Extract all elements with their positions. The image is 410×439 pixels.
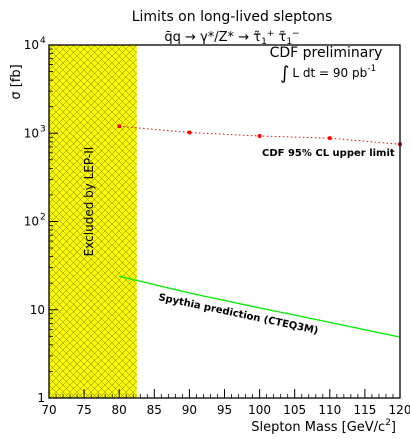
subtitle-sub1: 1 xyxy=(261,37,267,47)
x-axis-title: Slepton Mass [GeV/c2] xyxy=(251,418,396,435)
x-tick-label: 105 xyxy=(283,403,306,417)
excluded-region: Excluded by LEP-II xyxy=(49,45,137,398)
x-tick-label: 120 xyxy=(389,403,410,417)
luminosity-sup: -1 xyxy=(367,64,376,74)
y-tick-label-exponent: 2 xyxy=(40,213,46,223)
subtitle-mid: γ*/Z* xyxy=(200,30,234,45)
x-tick-label: 75 xyxy=(76,403,91,417)
x-axis-title-sup: 2 xyxy=(385,418,391,428)
excluded-region-hatch xyxy=(49,45,137,398)
x-tick-label: 90 xyxy=(182,403,197,417)
subtitle-sup-minus: − xyxy=(292,29,300,39)
y-tick-label: 1 xyxy=(37,391,45,405)
subtitle-sub2: 1 xyxy=(286,37,292,47)
x-tick-label: 110 xyxy=(318,403,341,417)
x-tick-label: 100 xyxy=(248,403,271,417)
y-tick-label: 10 xyxy=(24,38,39,52)
data-point-cdf-limit xyxy=(187,130,192,135)
y-tick-label-exponent: 4 xyxy=(40,36,46,46)
y-axis-title: σ [fb] xyxy=(9,64,24,99)
integral-sign: ∫ xyxy=(280,63,289,84)
cdf-preliminary-label: CDF preliminary xyxy=(270,45,383,61)
x-tick-label: 115 xyxy=(353,403,376,417)
series-label-cdf-limit: CDF 95% CL upper limit xyxy=(262,148,395,159)
x-tick-label: 95 xyxy=(217,403,232,417)
chart-title: Limits on long-lived sleptons xyxy=(132,9,333,25)
series-line-spythia xyxy=(119,275,401,338)
x-axis-title-close: ] xyxy=(391,420,396,435)
luminosity-label: ∫ L dt = 90 pb-1 xyxy=(280,63,376,84)
subtitle-sup-plus: + xyxy=(267,29,275,39)
y-tick-label: 10 xyxy=(30,303,45,317)
subtitle-lhs: q̄q xyxy=(164,30,181,45)
luminosity-text: L dt = 90 pb xyxy=(292,66,367,80)
x-axis-title-text: Slepton Mass [GeV/c xyxy=(251,420,385,435)
data-point-cdf-limit xyxy=(327,136,332,141)
x-tick-label: 80 xyxy=(112,403,127,417)
data-point-cdf-limit xyxy=(117,124,122,129)
x-tick-label: 85 xyxy=(147,403,162,417)
chart-subtitle: q̄q → γ*/Z* → τ̃1+ τ̃1− xyxy=(164,25,299,47)
excluded-region-label: Excluded by LEP-II xyxy=(82,147,96,257)
y-tick-label-exponent: 3 xyxy=(40,124,46,134)
data-point-cdf-limit xyxy=(257,134,262,139)
subtitle-tau1: τ̃ xyxy=(253,30,261,45)
subtitle-tau2: τ̃ xyxy=(278,30,286,45)
y-tick-label: 10 xyxy=(24,126,39,140)
plot-frame xyxy=(48,44,401,399)
y-tick-label: 10 xyxy=(24,215,39,229)
x-tick-label: 70 xyxy=(41,403,56,417)
